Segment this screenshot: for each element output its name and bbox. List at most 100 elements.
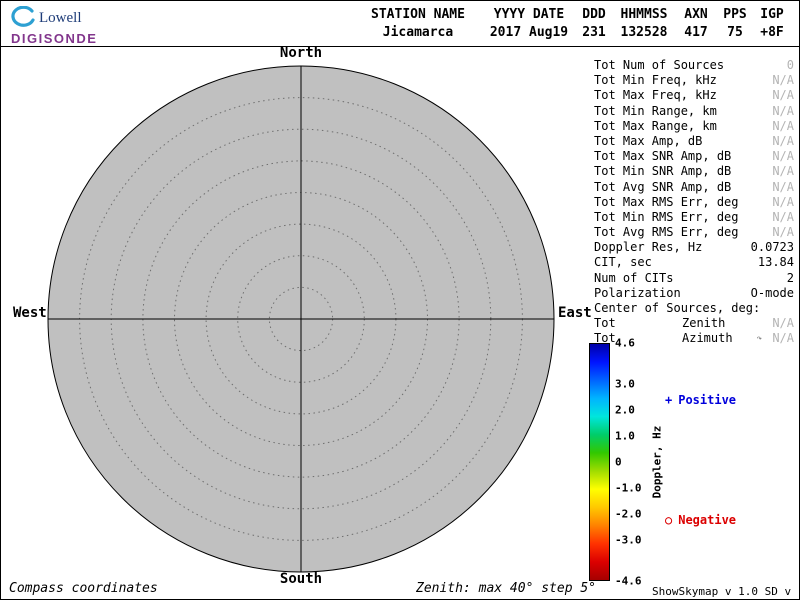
stat-row: Tot Num of Sources 0 xyxy=(594,58,794,73)
header-col-value: 231 xyxy=(582,25,606,40)
header-table: STATION NAME YYYY DATE DDD HHMMSS AXN PPS IGP … xyxy=(353,7,791,40)
legend-positive: + Positive xyxy=(665,393,736,407)
stat-label: Tot Max Amp, dB xyxy=(594,133,703,148)
lowell-digisonde-logo: Lowell DIGISONDE xyxy=(11,6,97,46)
compass-north-label: North xyxy=(279,45,323,61)
stat-row: Tot Min Freq, kHz N/A xyxy=(594,73,794,88)
stat-label: Tot xyxy=(594,316,616,331)
colorbar-tick: 0 xyxy=(615,455,622,469)
header-labels-row: STATION NAME YYYY DATE DDD HHMMSS AXN PPS IGP xyxy=(353,7,791,22)
stat-row: Polarization O-mode xyxy=(594,286,794,301)
stat-label: Tot Min Range, km xyxy=(594,103,717,118)
stat-row: Tot Avg SNR Amp, dB N/A xyxy=(594,180,794,195)
stat-label: Tot Max Range, km xyxy=(594,118,717,133)
compass-south-label: South xyxy=(279,571,323,587)
logo-lowell-text: Lowell xyxy=(39,9,82,26)
stat-label: Tot Max RMS Err, deg xyxy=(594,194,739,209)
stat-row: CIT, sec 13.84 xyxy=(594,255,794,270)
header-col-value: 417 xyxy=(684,25,708,40)
compass-east-label: East xyxy=(558,305,592,321)
stat-value: N/A xyxy=(772,118,794,133)
stat-value: 13.84 xyxy=(757,255,794,270)
colorbar-tick-labels: 4.6 3.0 2.0 1.0 0 -1.0 -2.0 -3.0 -4.6 xyxy=(615,338,659,587)
stat-row: Num of CITs 2 xyxy=(594,271,794,286)
header-col-value: 2017 Aug19 xyxy=(489,25,569,40)
logo-top-row: Lowell xyxy=(11,6,97,30)
version-label: ShowSkymap v 1.0 SD v 4.2 xyxy=(652,585,792,599)
legend-negative: ○ Negative xyxy=(665,513,736,527)
stat-value: N/A xyxy=(772,133,794,148)
stat-row: Tot Min Range, km N/A xyxy=(594,104,794,119)
stat-row: Doppler Res, Hz 0.0723 xyxy=(594,240,794,255)
stat-value: N/A xyxy=(772,73,794,88)
stat-value: N/A xyxy=(772,103,794,118)
header-col-value: 132528 xyxy=(620,25,668,40)
stat-label: Tot Num of Sources xyxy=(594,58,725,72)
stat-row: Center of Sources, deg: xyxy=(594,301,794,316)
stat-row: Tot Min RMS Err, deg N/A xyxy=(594,210,794,225)
stat-value: N/A xyxy=(772,164,794,179)
stat-row: Tot Azimuth ↷ N/A xyxy=(594,331,794,346)
stats-panel: Tot Num of Sources 0 Tot Min Freq, kHz N… xyxy=(594,58,794,347)
colorbar-tick: -3.0 xyxy=(615,533,642,547)
colorbar: 4.6 3.0 2.0 1.0 0 -1.0 -2.0 -3.0 -4.6 xyxy=(589,338,642,587)
logo-swoosh-icon xyxy=(11,6,35,27)
plus-marker-icon: + xyxy=(665,393,673,407)
stat-row: Tot Max Freq, kHz N/A xyxy=(594,88,794,103)
coordinates-mode-label: Compass coordinates xyxy=(9,581,158,596)
stat-row: Tot Zenith N/A xyxy=(594,316,794,331)
header-col-label: STATION NAME xyxy=(371,7,465,22)
stat-sublabel: Azimuth xyxy=(682,331,733,346)
stat-label: Center of Sources, deg: xyxy=(594,301,761,315)
stat-value: N/A xyxy=(772,331,794,346)
stat-value: N/A xyxy=(772,225,794,240)
header-col-label: AXN xyxy=(684,7,708,22)
stat-label: Polarization xyxy=(594,285,681,300)
stat-sublabel: Zenith xyxy=(682,316,726,331)
header-col-label: YYYY DATE xyxy=(493,7,565,22)
legend-positive-label: Positive xyxy=(678,393,737,407)
azimuth-arrow-icon: ↷ xyxy=(756,334,762,345)
colorbar-tick: -4.6 xyxy=(615,574,642,588)
header-col-label: HHMMSS xyxy=(620,7,668,22)
header-values-row: Jicamarca 2017 Aug19 231 132528 417 75 +8F xyxy=(353,25,791,40)
colorbar-tick: 3.0 xyxy=(615,377,635,391)
stat-label: Tot Min RMS Err, deg xyxy=(594,209,739,224)
stat-value: N/A xyxy=(772,316,794,331)
stat-value: 0 xyxy=(786,58,794,72)
stat-label: Tot Avg SNR Amp, dB xyxy=(594,179,732,194)
stat-value: 0.0723 xyxy=(750,240,794,255)
stat-label: Tot Min SNR Amp, dB xyxy=(594,164,732,179)
colorbar-tick: -2.0 xyxy=(615,507,642,521)
stat-value: 2 xyxy=(786,270,794,285)
skymap-plot xyxy=(47,65,555,573)
header-col-value: Jicamarca xyxy=(382,25,454,40)
stat-value: N/A xyxy=(772,88,794,103)
logo-digisonde-text: DIGISONDE xyxy=(11,31,98,46)
stat-row: Tot Max SNR Amp, dB N/A xyxy=(594,149,794,164)
stat-label: CIT, sec xyxy=(594,255,652,270)
header-col-label: PPS xyxy=(723,7,747,22)
colorbar-gradient xyxy=(589,343,610,581)
stat-label: Tot xyxy=(594,331,616,346)
stat-value: N/A xyxy=(772,179,794,194)
header-col-label: IGP xyxy=(760,7,784,22)
colorbar-tick: -1.0 xyxy=(615,481,642,495)
stat-label: Tot Max Freq, kHz xyxy=(594,88,717,103)
stat-label: Num of CITs xyxy=(594,270,674,285)
header-col-value: +8F xyxy=(760,25,784,40)
header-col-value: 75 xyxy=(727,25,743,40)
stat-row: Tot Max Amp, dB N/A xyxy=(594,134,794,149)
zenith-range-label: Zenith: max 40° step 5° xyxy=(416,581,597,596)
compass-west-label: West xyxy=(13,305,47,321)
header-divider xyxy=(1,46,799,47)
stat-value: N/A xyxy=(772,194,794,209)
stat-row: Tot Avg RMS Err, deg N/A xyxy=(594,225,794,240)
colorbar-tick: 1.0 xyxy=(615,429,635,443)
stat-label: Tot Avg RMS Err, deg xyxy=(594,225,739,240)
stat-value: O-mode xyxy=(750,285,794,300)
stat-row: Tot Min SNR Amp, dB N/A xyxy=(594,164,794,179)
colorbar-tick: 4.6 xyxy=(615,336,635,350)
stat-row: Tot Max Range, km N/A xyxy=(594,119,794,134)
stat-label: Tot Min Freq, kHz xyxy=(594,73,717,88)
